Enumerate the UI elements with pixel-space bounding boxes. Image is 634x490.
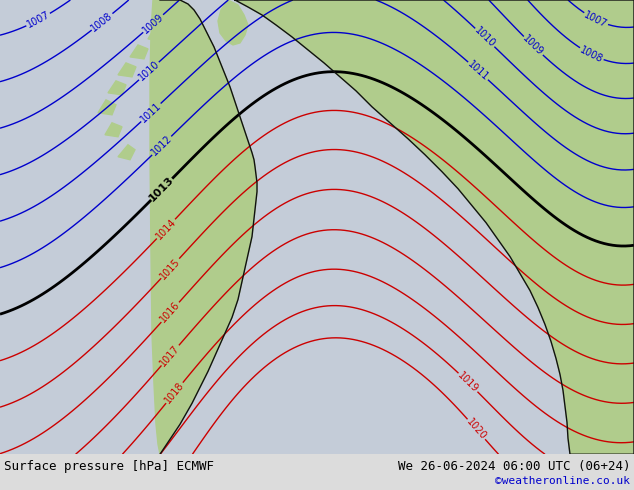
Polygon shape	[150, 0, 257, 454]
Text: 1010: 1010	[472, 25, 497, 49]
Text: 1008: 1008	[578, 45, 605, 64]
Polygon shape	[148, 27, 164, 41]
Text: 1008: 1008	[89, 10, 115, 33]
Text: 1007: 1007	[25, 10, 51, 30]
Text: 1017: 1017	[158, 343, 182, 368]
Text: 1009: 1009	[521, 34, 545, 58]
Text: 1020: 1020	[465, 416, 488, 442]
Polygon shape	[0, 0, 634, 454]
Text: 1011: 1011	[465, 59, 491, 83]
Text: 1013: 1013	[147, 175, 176, 204]
Polygon shape	[105, 123, 122, 137]
Polygon shape	[108, 81, 126, 95]
Text: 1015: 1015	[158, 256, 182, 281]
Text: 1007: 1007	[583, 9, 609, 29]
Text: ©weatheronline.co.uk: ©weatheronline.co.uk	[495, 476, 630, 486]
Polygon shape	[235, 0, 634, 454]
Text: We 26-06-2024 06:00 UTC (06+24): We 26-06-2024 06:00 UTC (06+24)	[398, 460, 630, 473]
Text: 1012: 1012	[150, 133, 174, 158]
Text: 1010: 1010	[136, 59, 162, 83]
Polygon shape	[608, 0, 634, 454]
Polygon shape	[98, 100, 116, 115]
Text: 1019: 1019	[456, 370, 481, 394]
Polygon shape	[118, 145, 135, 160]
Polygon shape	[218, 0, 248, 45]
Text: 1016: 1016	[158, 300, 182, 325]
Polygon shape	[130, 45, 148, 59]
Text: 1009: 1009	[141, 12, 165, 35]
Polygon shape	[118, 63, 136, 77]
Text: Surface pressure [hPa] ECMWF: Surface pressure [hPa] ECMWF	[4, 460, 214, 473]
Polygon shape	[165, 11, 180, 25]
Text: 1011: 1011	[139, 100, 164, 124]
Text: 1018: 1018	[163, 380, 186, 406]
Text: 1014: 1014	[154, 217, 178, 241]
